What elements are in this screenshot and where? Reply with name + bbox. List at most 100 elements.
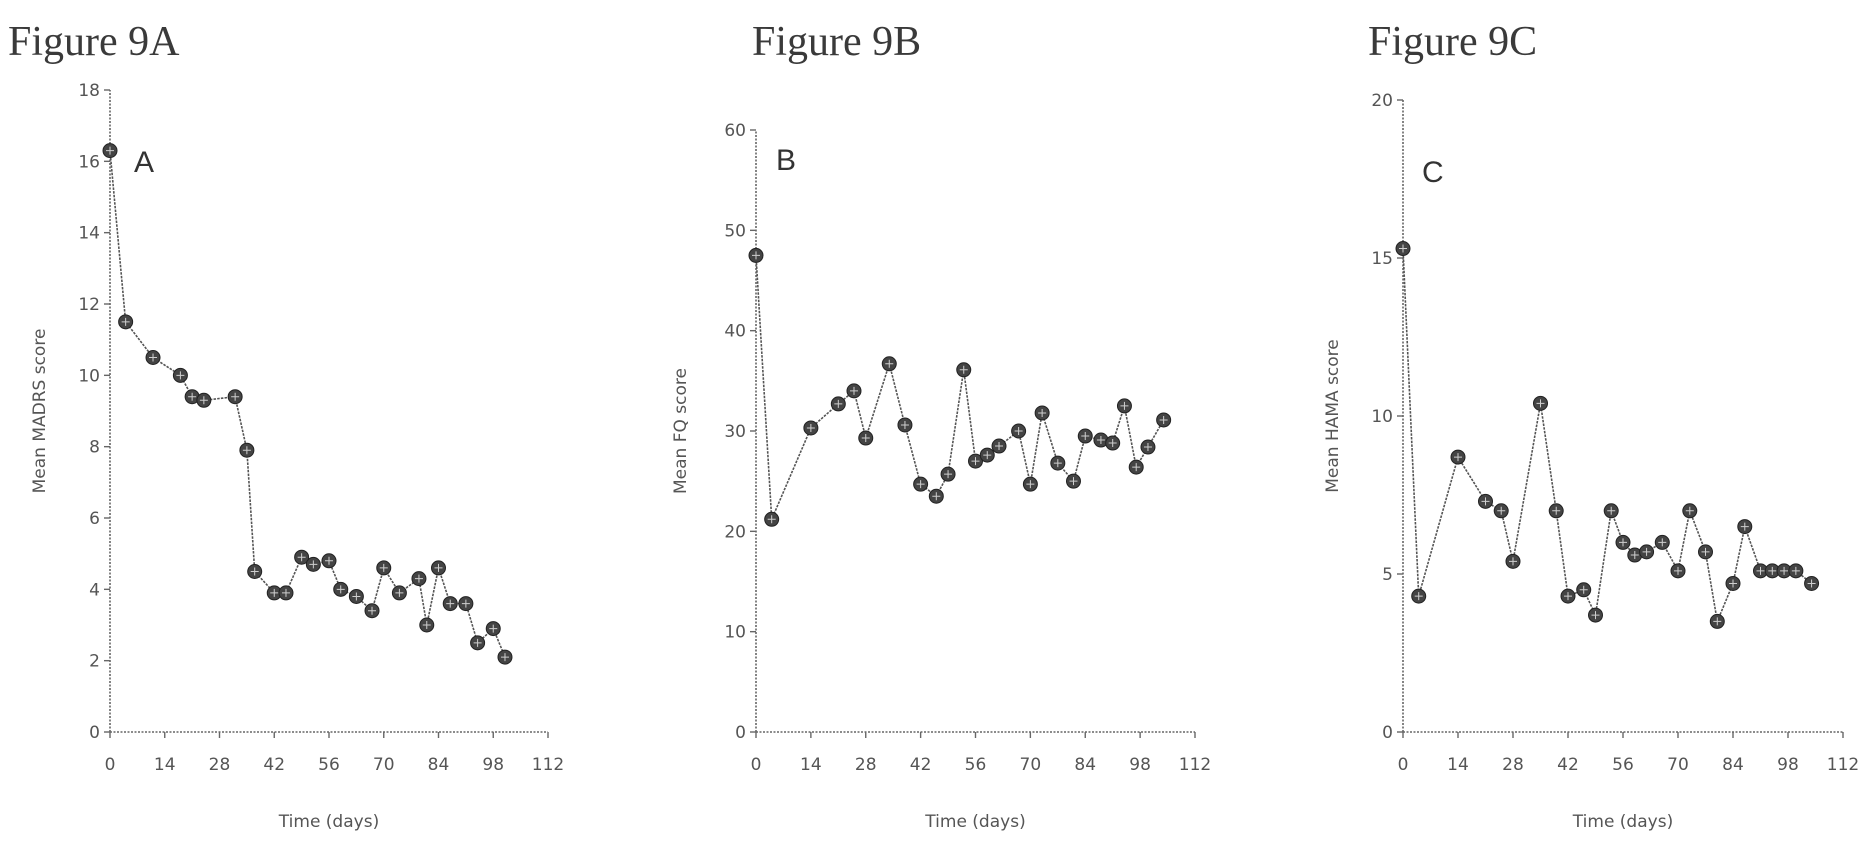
chart-a-data-point-cross (199, 396, 208, 405)
chart-a-data-point-cross (176, 371, 185, 380)
chart-c-x-tick-label: 84 (1722, 755, 1744, 775)
chart-a-data-point-cross (336, 585, 345, 594)
chart-a-x-tick-label: 112 (532, 755, 564, 775)
chart-c-x-axis-title: Time (days) (1572, 812, 1673, 832)
chart-a-data-point-cross (434, 563, 443, 572)
chart-a-y-tick-label: 6 (89, 509, 100, 529)
chart-a-data-point-cross (446, 599, 455, 608)
chart-a-data-point-cross (309, 560, 318, 569)
chart-c-data-point-cross (1591, 611, 1600, 620)
chart-c-data-point-cross (1536, 399, 1545, 408)
chart-a-data-point-cross (352, 592, 361, 601)
chart-a-x-tick-label: 14 (154, 755, 176, 775)
chart-a-data-point-cross (368, 606, 377, 615)
chart-a-data-point-cross (231, 392, 240, 401)
chart-b-data-point-cross (1069, 477, 1078, 486)
figure-9c-title: Figure 9C (1368, 19, 1538, 65)
chart-b-panel-label: B (776, 144, 796, 177)
chart-b-data-point-cross (752, 251, 760, 260)
chart-b-data-point-cross (849, 386, 858, 395)
chart-a-y-tick-label: 10 (78, 366, 100, 386)
chart-a-data-point-cross (395, 588, 404, 597)
chart-a-data-point-cross (489, 624, 498, 633)
chart-c-y-tick-label: 15 (1371, 249, 1393, 269)
chart-b-x-tick-label: 98 (1129, 755, 1151, 775)
chart-b-y-tick-label: 20 (724, 522, 746, 542)
chart-b-data-point-cross (995, 442, 1004, 451)
chart-a-y-tick-label: 0 (89, 723, 100, 743)
chart-b-data-point-cross (932, 492, 941, 501)
chart-c-data-point-cross (1729, 579, 1737, 588)
chart-a-x-tick-label: 98 (482, 755, 504, 775)
chart-b-data-point-cross (1143, 443, 1152, 452)
chart-b-data-point-cross (1026, 480, 1035, 489)
chart-b-y-tick-label: 10 (724, 623, 746, 643)
chart-a-data-point-cross (242, 446, 251, 455)
chart-a-data-point-cross (297, 553, 306, 562)
chart-a-y-tick-label: 14 (78, 224, 100, 244)
chart-b-data-point-cross (900, 420, 909, 429)
chart-b-data-point-cross (767, 515, 776, 524)
chart-a-data-point-cross (149, 353, 158, 362)
chart-c-data-point-cross (1481, 497, 1490, 506)
chart-b-data-point-cross (1053, 459, 1062, 468)
chart-b-y-tick-label: 40 (724, 322, 746, 342)
chart-b-data-point-cross (1120, 401, 1129, 410)
chart-b-data-point-cross (1081, 432, 1090, 441)
chart-b-data-point-cross (1038, 408, 1047, 417)
chart-c-y-tick-label: 10 (1371, 407, 1393, 427)
chart-b-y-tick-label: 60 (724, 121, 746, 141)
chart-c-data-point-cross (1454, 453, 1462, 462)
chart-a-data-point-cross (270, 588, 279, 597)
chart-c-data-point-cross (1768, 566, 1777, 575)
chart-b-series-line (755, 255, 1165, 520)
chart-a-data-point-cross (461, 599, 470, 608)
chart-b-x-tick-label: 42 (910, 755, 932, 775)
chart-a-y-tick-label: 12 (78, 295, 100, 315)
chart-a-data-point-cross (106, 146, 114, 155)
chart-b-data-point-cross (983, 451, 992, 460)
chart-c-data-point-cross (1807, 579, 1816, 588)
chart-b-x-tick-label: 84 (1074, 755, 1096, 775)
chart-b-data-point-cross (806, 423, 815, 432)
chart-a-y-tick-label: 18 (78, 81, 100, 101)
chart-b-data-point-cross (861, 434, 870, 443)
chart-a-series-line (109, 150, 506, 658)
chart-a-x-tick-label: 42 (263, 755, 285, 775)
figure-9a-title: Figure 9A (8, 19, 180, 65)
chart-c-data-point-cross (1658, 538, 1667, 547)
chart-c-data-point-cross (1701, 547, 1710, 556)
chart-a-data-point-cross (422, 621, 431, 629)
chart-a-x-tick-label: 70 (373, 755, 395, 775)
chart-b-data-point-cross (971, 457, 980, 466)
chart-c-data-point-cross (1552, 506, 1561, 515)
chart-c-data-point-cross (1564, 592, 1572, 601)
chart-c-x-tick-label: 70 (1667, 755, 1689, 775)
chart-c-data-point-cross (1713, 617, 1722, 626)
chart-c-data-point-cross (1780, 566, 1789, 575)
chart-a-y-tick-label: 4 (89, 580, 100, 600)
chart-c-series-line (1402, 248, 1813, 625)
chart-c-data-point-cross (1740, 522, 1749, 531)
chart-a-panel-label: A (134, 146, 154, 179)
chart-a-data-point-cross (473, 638, 482, 647)
chart-b-data-point-cross (944, 470, 953, 479)
chart-c-data-point-cross (1685, 506, 1694, 515)
chart-c-data-point-cross (1414, 592, 1423, 601)
chart-b-data-point-cross (916, 480, 925, 489)
chart-b-y-axis-title: Mean FQ score (671, 368, 691, 494)
chart-a-x-tick-label: 84 (428, 755, 450, 775)
chart-b-data-point-cross (1132, 463, 1141, 472)
chart-c-data-point-cross (1630, 551, 1639, 560)
chart-b-x-tick-label: 14 (800, 755, 822, 775)
chart-b-data-point-cross (959, 365, 968, 374)
chart-b-y-tick-label: 50 (724, 221, 746, 241)
chart-c-x-tick-label: 0 (1398, 755, 1409, 775)
chart-a-data-point-cross (325, 556, 333, 565)
chart-c-x-tick-label: 112 (1827, 755, 1859, 775)
chart-c-y-tick-label: 0 (1382, 723, 1393, 743)
chart-a-x-tick-label: 0 (105, 755, 116, 775)
figure-9b-title: Figure 9B (752, 19, 922, 65)
chart-b-x-tick-label: 70 (1020, 755, 1042, 775)
